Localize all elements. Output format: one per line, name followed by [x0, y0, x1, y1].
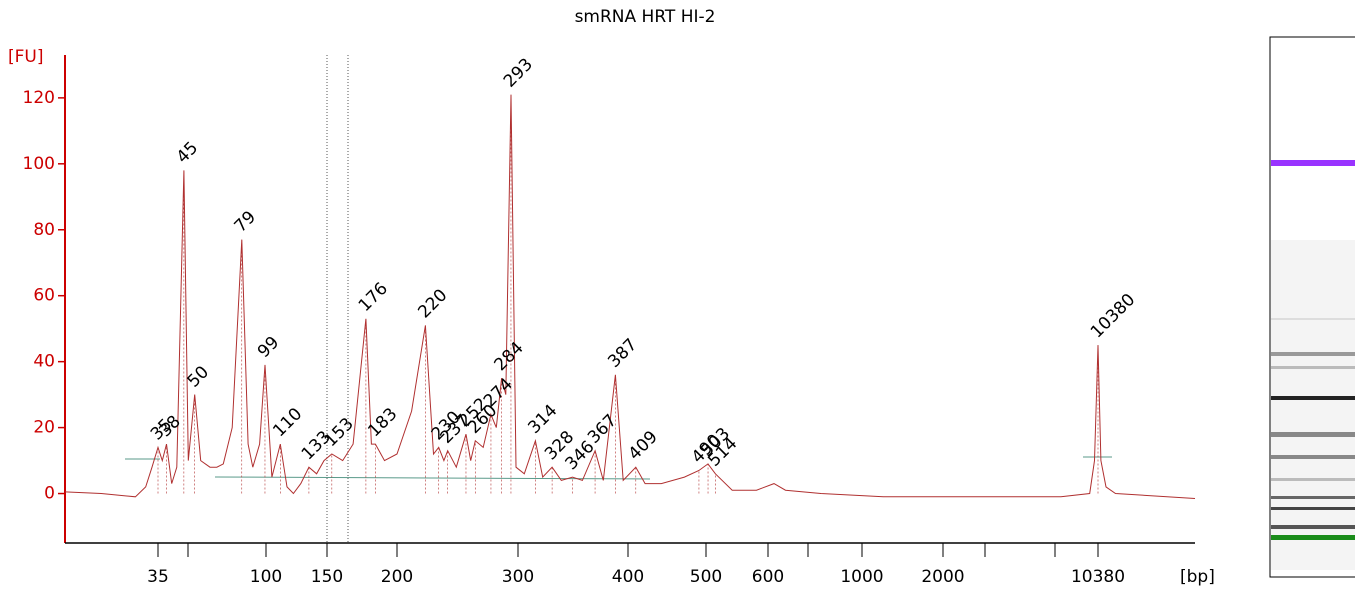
x-tick-label: 300 — [502, 567, 534, 587]
peak-label: 284 — [491, 338, 528, 375]
gel-band — [1271, 352, 1355, 356]
gel-band — [1271, 478, 1355, 481]
gel-band — [1271, 507, 1355, 510]
y-tick-label: 100 — [23, 154, 55, 174]
peak-label: 99 — [254, 333, 283, 362]
gel-smear — [1271, 240, 1355, 570]
gel-band — [1271, 318, 1355, 320]
gel-band — [1271, 535, 1355, 540]
x-tick-label: 400 — [612, 567, 644, 587]
peak-label: 387 — [604, 335, 641, 372]
peak-label: 45 — [173, 138, 202, 167]
x-tick-label: 10380 — [1071, 567, 1125, 587]
y-tick-label: 80 — [33, 220, 55, 240]
peak-label: 10380 — [1087, 290, 1139, 342]
x-tick-label: 1000 — [840, 567, 883, 587]
x-tick-label: 35 — [147, 567, 169, 587]
y-tick-label: 0 — [44, 484, 55, 504]
y-tick-label: 40 — [33, 352, 55, 372]
gel-band — [1271, 366, 1355, 369]
y-tick-label: 20 — [33, 418, 55, 438]
chart-title: smRNA HRT HI-2 — [575, 7, 716, 27]
peak-label: 314 — [524, 401, 561, 438]
x-axis-label: [bp] — [1180, 567, 1215, 587]
gel-band — [1271, 160, 1355, 166]
peak-label: 110 — [269, 404, 306, 441]
x-tick-label: 2000 — [921, 567, 964, 587]
x-tick-label: 150 — [311, 567, 343, 587]
y-axis-label: [FU] — [8, 47, 44, 67]
peak-label: 50 — [184, 362, 213, 391]
gel-band — [1271, 396, 1355, 400]
gel-band — [1271, 432, 1355, 437]
y-tick-label: 60 — [33, 286, 55, 306]
gel-band — [1271, 525, 1355, 529]
x-tick-label: 600 — [752, 567, 784, 587]
y-tick-label: 120 — [23, 88, 55, 108]
peak-label: 409 — [625, 427, 662, 464]
gel-band — [1271, 496, 1355, 499]
x-tick-label: 500 — [690, 567, 722, 587]
x-tick-label: 100 — [250, 567, 282, 587]
peak-label: 293 — [500, 55, 537, 92]
x-tick-label: 200 — [381, 567, 413, 587]
peak-label: 79 — [231, 207, 260, 236]
gel-lane — [1269, 36, 1355, 578]
peak-label: 176 — [355, 279, 392, 316]
gel-band — [1271, 455, 1355, 459]
trace — [64, 94, 1196, 499]
peak-label: 220 — [414, 285, 451, 322]
